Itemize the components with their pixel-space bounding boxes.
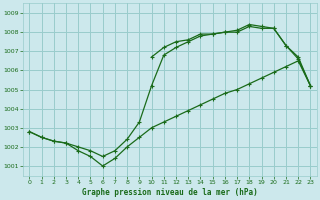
X-axis label: Graphe pression niveau de la mer (hPa): Graphe pression niveau de la mer (hPa) [82,188,258,197]
